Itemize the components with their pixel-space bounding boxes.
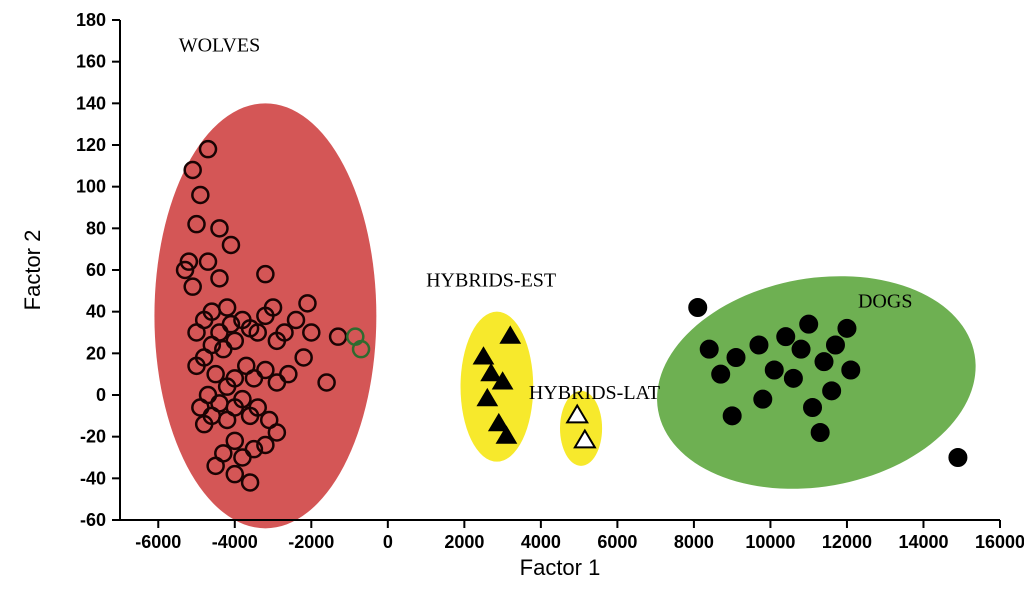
x-tick-label: 6000 (597, 532, 637, 552)
y-tick-label: -60 (80, 510, 106, 530)
dogs-marker (765, 361, 783, 379)
dogs-marker (727, 349, 745, 367)
x-tick-label: 4000 (521, 532, 561, 552)
y-tick-label: 60 (86, 260, 106, 280)
x-tick-label: 14000 (898, 532, 948, 552)
y-tick-label: 20 (86, 343, 106, 363)
y-tick-label: -20 (80, 427, 106, 447)
x-tick-label: 0 (383, 532, 393, 552)
dogs-marker (754, 390, 772, 408)
y-tick-label: 40 (86, 302, 106, 322)
dogs-marker (712, 365, 730, 383)
y-tick-label: 180 (76, 10, 106, 30)
x-tick-label: -2000 (288, 532, 334, 552)
wolves-ellipse (154, 103, 376, 528)
dogs-marker (815, 353, 833, 371)
x-tick-label: 10000 (745, 532, 795, 552)
y-tick-label: 100 (76, 177, 106, 197)
dogs-marker (792, 340, 810, 358)
x-tick-label: -4000 (212, 532, 258, 552)
x-tick-label: 2000 (444, 532, 484, 552)
x-tick-label: 12000 (822, 532, 872, 552)
hybrids_est-label: HYBRIDS-EST (426, 270, 556, 292)
dogs-marker (750, 336, 768, 354)
dogs-marker (784, 369, 802, 387)
y-axis-label: Factor 2 (20, 230, 45, 311)
y-tick-label: 140 (76, 93, 106, 113)
dogs-marker (838, 319, 856, 337)
chart-svg: -6000 -4000 -2000 0 2000 4000 6000 8000 10000 120… (0, 0, 1024, 589)
hybrids_lat-label: HYBRIDS-LAT (529, 382, 660, 404)
dogs-label: DOGS (858, 291, 912, 313)
x-tick-label: 8000 (674, 532, 714, 552)
y-tick-label: 120 (76, 135, 106, 155)
scatter-chart: -6000 -4000 -2000 0 2000 4000 6000 8000 10000 120… (0, 0, 1024, 589)
x-tick-label: -6000 (135, 532, 181, 552)
dogs-marker (826, 336, 844, 354)
x-tick-label: 16000 (975, 532, 1024, 552)
dogs-marker (777, 328, 795, 346)
y-tick-label: 80 (86, 218, 106, 238)
dogs-marker (804, 399, 822, 417)
dogs-marker (949, 449, 967, 467)
dogs-marker (689, 299, 707, 317)
y-tick-label: 160 (76, 52, 106, 72)
dogs-marker (700, 340, 718, 358)
x-axis-label: Factor 1 (520, 555, 601, 580)
y-tick-label: -40 (80, 468, 106, 488)
dogs-marker (811, 424, 829, 442)
wolves-label: WOLVES (179, 34, 260, 56)
dogs-marker (823, 382, 841, 400)
dogs-marker (723, 407, 741, 425)
dogs-marker (800, 315, 818, 333)
y-tick-label: 0 (96, 385, 106, 405)
dogs-marker (842, 361, 860, 379)
